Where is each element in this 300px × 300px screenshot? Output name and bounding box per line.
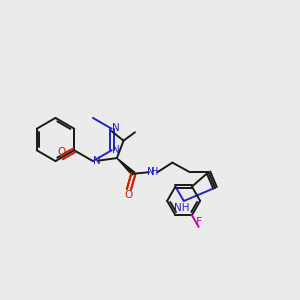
Text: O: O [125, 190, 133, 200]
Text: N: N [112, 145, 119, 155]
Text: N: N [112, 123, 119, 133]
Text: NH: NH [174, 203, 190, 213]
Text: N: N [93, 155, 101, 166]
Text: O: O [58, 147, 66, 158]
Text: F: F [196, 217, 202, 227]
Text: H: H [151, 167, 159, 177]
Text: N: N [147, 167, 155, 177]
Polygon shape [117, 158, 135, 175]
